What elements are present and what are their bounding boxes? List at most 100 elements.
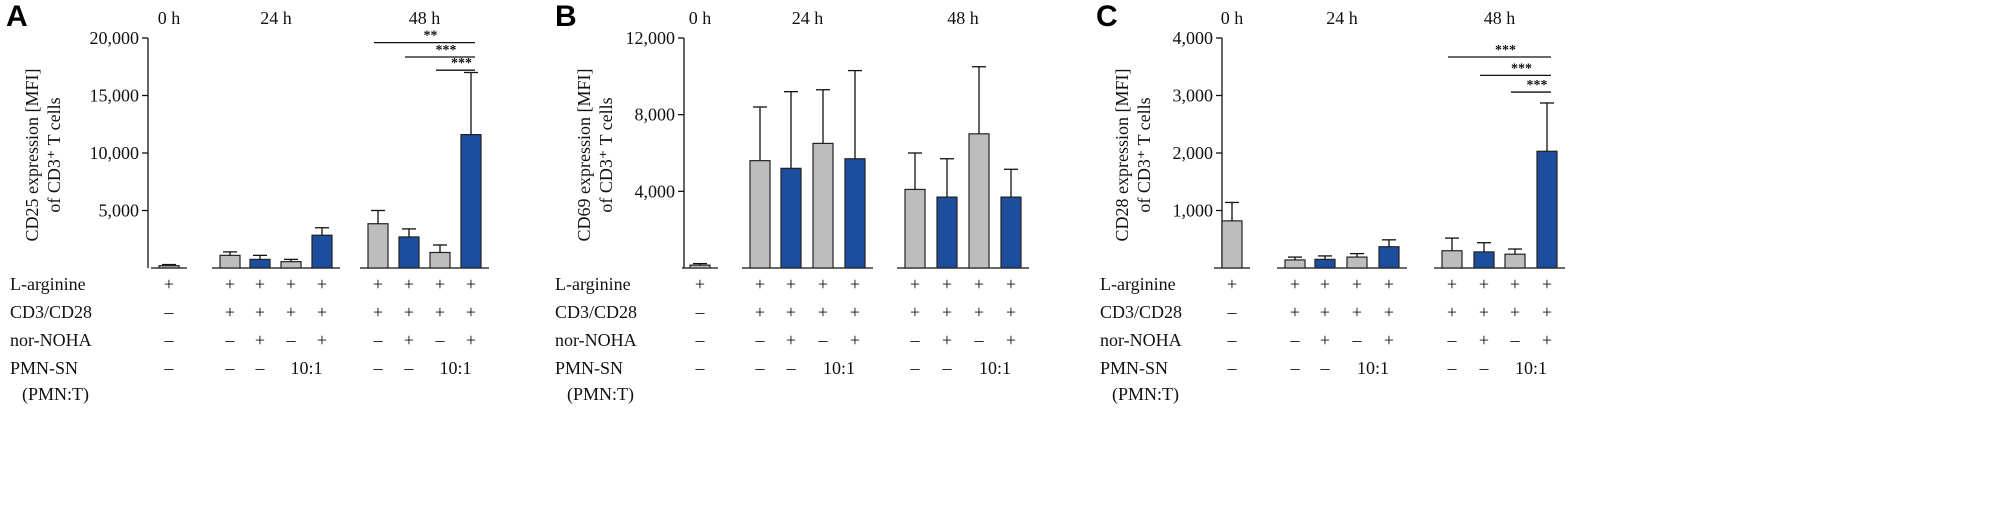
condition-symbol: – [1352, 330, 1363, 350]
condition-symbol: – [1320, 358, 1331, 378]
condition-symbol: – [695, 358, 706, 378]
panel-a: A 5,000 10,000 15,000 20,000 CD25 expression … [6, 0, 489, 405]
condition-symbol: + [317, 274, 327, 294]
row-label-noha: nor-NOHA [555, 330, 637, 350]
row-label-arginine: L-arginine [10, 274, 86, 294]
bar [904, 188, 926, 269]
condition-symbol: + [435, 274, 445, 294]
row-label-pmn-ratio: (PMN:T) [22, 384, 89, 405]
bar [968, 133, 990, 269]
condition-symbol: + [942, 330, 952, 350]
condition-symbol: – [910, 330, 921, 350]
panel-letter: C [1096, 0, 1118, 33]
bar [158, 265, 180, 269]
condition-symbol: – [1227, 358, 1238, 378]
condition-symbol: + [317, 330, 327, 350]
significance-label: ** [424, 29, 438, 44]
condition-symbol: + [373, 274, 383, 294]
condition-symbol: – [435, 330, 446, 350]
y-tick-label: 2,000 [1173, 143, 1214, 163]
condition-symbol: + [910, 302, 920, 322]
row-label-arginine: L-arginine [555, 274, 631, 294]
condition-symbol: + [850, 302, 860, 322]
condition-symbol: + [435, 302, 445, 322]
bar [749, 160, 771, 269]
time-label: 48 h [1484, 8, 1516, 28]
condition-symbol: + [1352, 274, 1362, 294]
bar [311, 234, 333, 269]
condition-symbol: + [1384, 274, 1394, 294]
bar [429, 251, 451, 269]
condition-symbol: + [1290, 302, 1300, 322]
y-axis-label: CD25 expression [MFI] [22, 69, 42, 242]
condition-symbol: + [818, 274, 828, 294]
condition-symbol: + [755, 302, 765, 322]
condition-symbol: + [164, 274, 174, 294]
significance-label: *** [451, 56, 472, 71]
condition-symbol: – [225, 358, 236, 378]
condition-symbol: + [974, 302, 984, 322]
significance-label: *** [1495, 43, 1516, 58]
condition-symbol: + [286, 302, 296, 322]
condition-symbol: + [1447, 302, 1457, 322]
condition-symbol: – [164, 302, 175, 322]
condition-symbol: – [818, 330, 829, 350]
bar [1441, 250, 1463, 269]
condition-symbol: + [786, 274, 796, 294]
time-label: 0 h [1221, 8, 1244, 28]
y-tick-label: 4,000 [635, 181, 676, 201]
row-label-noha: nor-NOHA [1100, 330, 1182, 350]
condition-symbol: – [286, 330, 297, 350]
y-tick-label: 8,000 [635, 105, 676, 125]
condition-symbol: + [1542, 330, 1552, 350]
condition-symbol: + [404, 330, 414, 350]
bar [1221, 220, 1243, 269]
condition-symbol: – [786, 358, 797, 378]
panel-c: C 1,000 2,000 3,000 4,000 CD28 expression [MF… [1096, 0, 1565, 405]
condition-symbol: – [373, 330, 384, 350]
bar [1378, 246, 1400, 269]
condition-symbol: + [786, 302, 796, 322]
bar [1504, 253, 1526, 269]
condition-symbol: + [1006, 330, 1016, 350]
condition-symbol: + [466, 274, 476, 294]
bar [936, 196, 958, 269]
y-axis-label: CD69 expression [MFI] [574, 69, 594, 242]
condition-symbol: + [818, 302, 828, 322]
condition-symbol: + [1320, 302, 1330, 322]
y-axis-label-sub: of CD3⁺ T cells [44, 97, 64, 212]
row-label-cd3cd28: CD3/CD28 [555, 302, 637, 322]
condition-symbol: + [1384, 330, 1394, 350]
row-label-pmn: PMN-SN [1100, 358, 1168, 378]
condition-symbol: + [255, 274, 265, 294]
condition-symbol: – [1290, 358, 1301, 378]
bar [1473, 251, 1495, 269]
significance-label: *** [436, 43, 457, 58]
bar [367, 223, 389, 269]
condition-symbol: + [1542, 274, 1552, 294]
condition-symbol: + [786, 330, 796, 350]
bar [1536, 150, 1558, 269]
bar [460, 134, 482, 269]
condition-symbol: + [850, 274, 860, 294]
condition-symbol: – [755, 330, 766, 350]
condition-symbol: + [1320, 330, 1330, 350]
row-label-pmn-ratio: (PMN:T) [1112, 384, 1179, 405]
condition-symbol: + [1510, 274, 1520, 294]
condition-symbol: + [404, 302, 414, 322]
time-label: 0 h [158, 8, 181, 28]
condition-symbol: + [373, 302, 383, 322]
row-label-cd3cd28: CD3/CD28 [10, 302, 92, 322]
condition-symbol: – [255, 358, 266, 378]
condition-symbol: 10:1 [1515, 358, 1547, 378]
condition-symbol: – [1447, 330, 1458, 350]
condition-symbol: + [225, 274, 235, 294]
condition-symbol: + [1227, 274, 1237, 294]
condition-symbol: – [1447, 358, 1458, 378]
bar [1000, 196, 1022, 269]
condition-symbol: 10:1 [979, 358, 1011, 378]
condition-symbol: – [373, 358, 384, 378]
condition-symbol: – [695, 330, 706, 350]
condition-symbol: + [1320, 274, 1330, 294]
